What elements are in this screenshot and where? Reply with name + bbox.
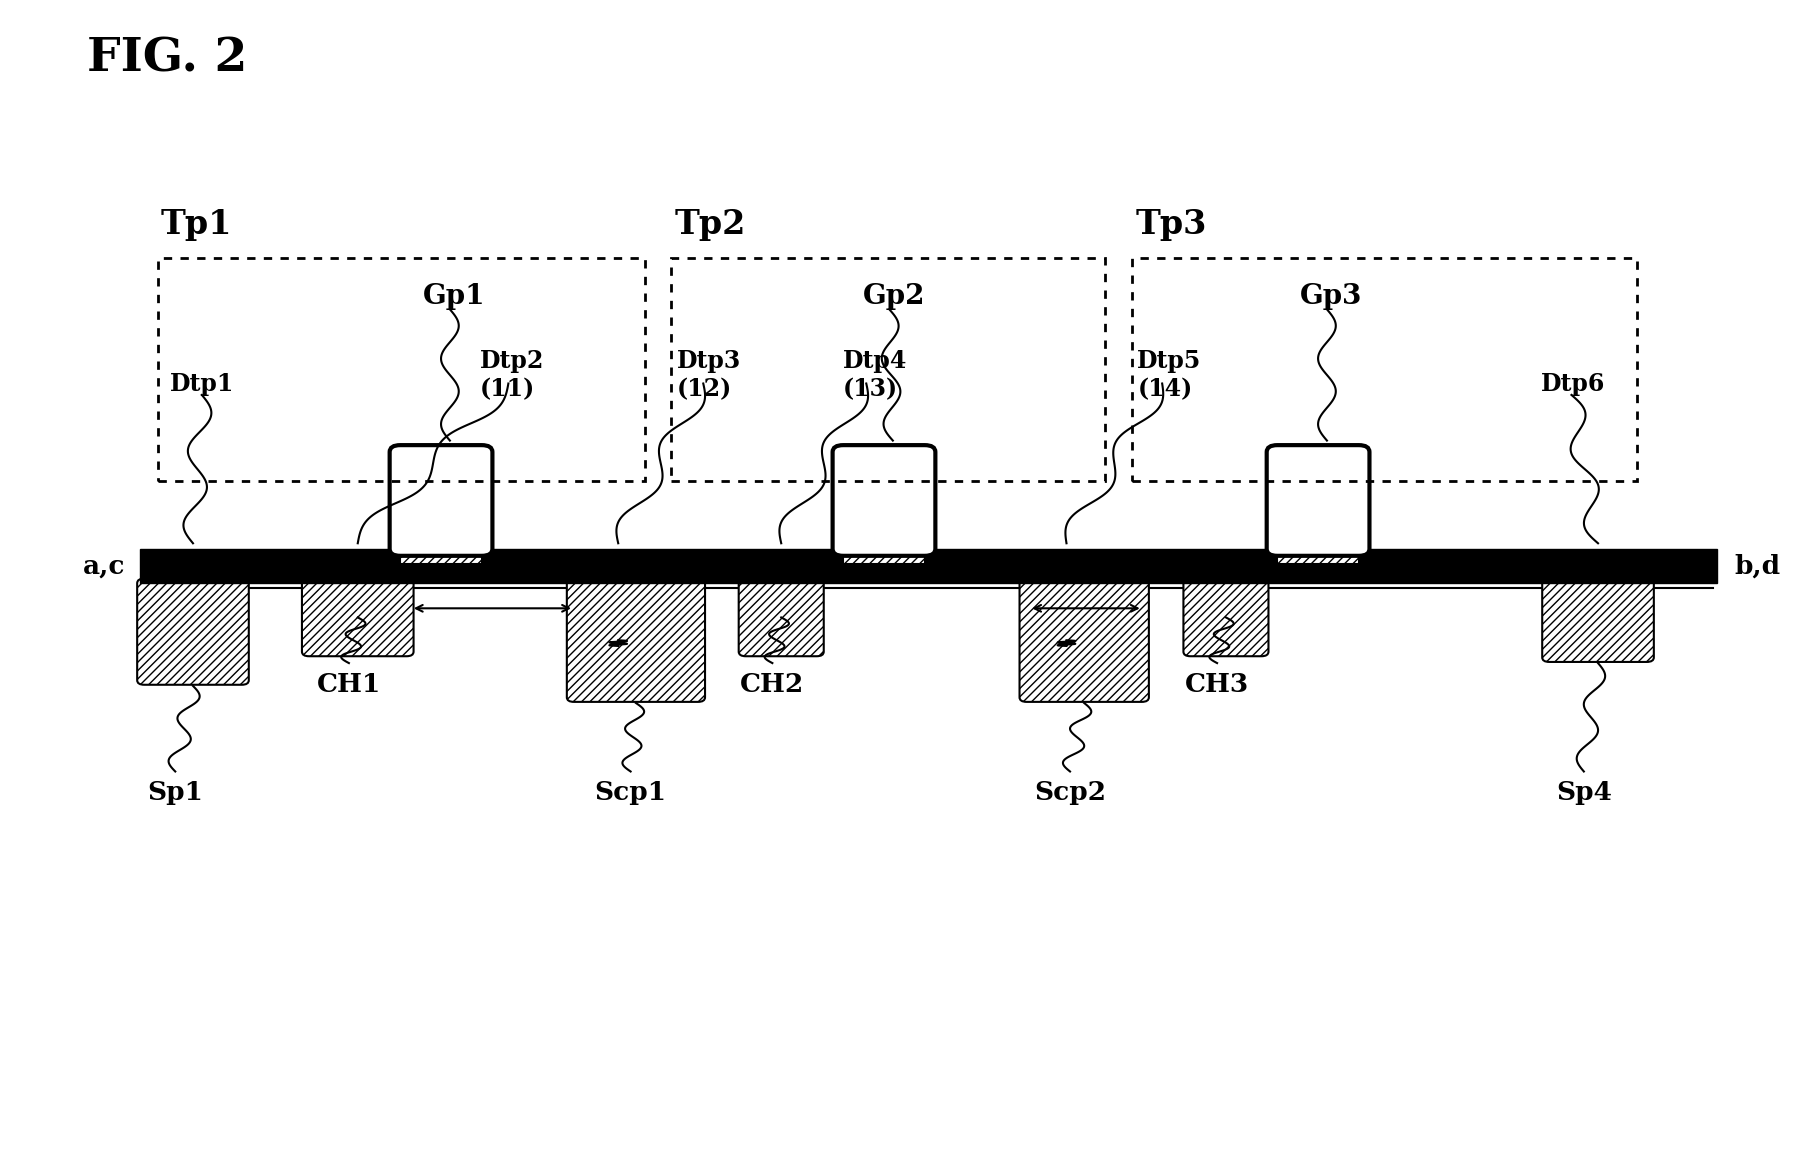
Text: Gp2: Gp2 (863, 283, 925, 310)
Text: Lsp2: Lsp2 (1031, 655, 1102, 679)
Bar (672, 258, 1105, 480)
Text: Dtp3
(12): Dtp3 (12) (677, 349, 740, 401)
Text: CH3: CH3 (1184, 671, 1249, 696)
Text: CH2: CH2 (740, 671, 805, 696)
Bar (843, 549, 925, 564)
Text: Tp3: Tp3 (1136, 208, 1208, 241)
FancyBboxPatch shape (302, 579, 413, 656)
Text: Sp1: Sp1 (147, 780, 203, 805)
Bar (1278, 549, 1359, 564)
Text: Dtp1: Dtp1 (171, 372, 234, 396)
Text: Gp1: Gp1 (424, 283, 485, 310)
Text: Scp1: Scp1 (595, 780, 667, 805)
Text: Lsp1: Lsp1 (582, 655, 654, 679)
Text: a,c: a,c (83, 553, 126, 579)
FancyBboxPatch shape (1184, 579, 1269, 656)
Text: Sp4: Sp4 (1556, 780, 1612, 805)
Bar (158, 258, 645, 480)
Text: Dtp2
(11): Dtp2 (11) (480, 349, 544, 401)
Text: CH1: CH1 (316, 671, 381, 696)
FancyBboxPatch shape (1019, 579, 1148, 702)
Text: Dtp6: Dtp6 (1542, 372, 1607, 396)
Text: Tp1: Tp1 (162, 208, 232, 241)
Text: Gp3: Gp3 (1301, 283, 1362, 310)
FancyBboxPatch shape (137, 579, 248, 685)
Text: Tp2: Tp2 (676, 208, 746, 241)
FancyBboxPatch shape (739, 579, 823, 656)
FancyBboxPatch shape (832, 445, 936, 556)
FancyBboxPatch shape (1267, 445, 1369, 556)
Bar (140, 549, 1716, 583)
FancyBboxPatch shape (566, 579, 704, 702)
Bar (1132, 258, 1637, 480)
Text: b,d: b,d (1734, 553, 1781, 579)
Text: Dtp4
(13): Dtp4 (13) (843, 349, 907, 401)
Text: Dtp5
(14): Dtp5 (14) (1138, 349, 1202, 401)
FancyBboxPatch shape (1542, 579, 1653, 662)
FancyBboxPatch shape (390, 445, 492, 556)
Bar (401, 549, 482, 564)
Text: FIG. 2: FIG. 2 (86, 36, 246, 82)
Text: Scp2: Scp2 (1033, 780, 1105, 805)
